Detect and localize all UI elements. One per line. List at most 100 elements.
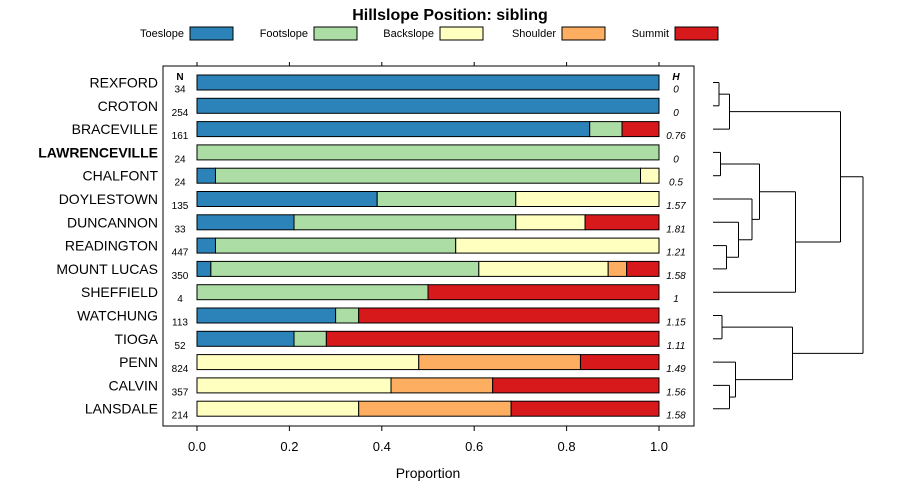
x-axis: 0.0 0.2 0.4 0.6 0.8 1.0: [188, 426, 668, 454]
bar-segment-toeslope: [196, 237, 216, 254]
h-label: 1.21: [666, 248, 685, 259]
bar-segment-summit: [579, 354, 660, 371]
n-label: 350: [172, 271, 189, 282]
bar-segment-footslope: [196, 284, 429, 301]
h-label: 1.11: [667, 341, 686, 352]
n-label: 24: [174, 154, 186, 165]
bar-segment-toeslope: [196, 97, 660, 114]
h-label: 0.76: [666, 131, 686, 142]
bar-segment-shoulder: [358, 400, 512, 417]
bar-row-readington: READINGTON 447 1.21: [65, 237, 686, 259]
bar-row-duncannon: DUNCANNON 33 1.81: [67, 214, 686, 235]
h-label: 0.5: [669, 178, 683, 189]
n-label: 4: [177, 294, 183, 305]
bar-row-croton: CROTON 254 0: [98, 97, 679, 119]
bar-segment-backslope: [478, 260, 609, 277]
legend: Toeslope Footslope Backslope Shoulder Summit: [140, 26, 719, 41]
x-tick-label: 0.0: [188, 439, 206, 454]
legend-label-backslope: Backslope: [383, 28, 434, 40]
bar-segment-shoulder: [607, 260, 628, 277]
category-label: SHEFFIELD: [81, 284, 158, 300]
legend-swatch-toeslope: [189, 26, 234, 41]
bar-segment-summit: [325, 330, 660, 347]
dendrogram: [713, 82, 864, 410]
n-label: 214: [172, 411, 189, 422]
legend-label-shoulder: Shoulder: [512, 28, 556, 40]
n-label: 135: [172, 201, 189, 212]
bar-segment-backslope: [515, 191, 660, 207]
category-label: TIOGA: [114, 331, 158, 347]
bar-segment-summit: [358, 307, 660, 324]
bar-row-doylestown: DOYLESTOWN 135 1.57: [59, 191, 686, 212]
category-label: DOYLESTOWN: [59, 191, 158, 207]
n-label: 447: [172, 248, 189, 259]
bar-segment-footslope: [210, 260, 480, 277]
bar-segment-footslope: [335, 307, 360, 324]
legend-swatch-backslope: [439, 26, 484, 41]
category-label: LANSDALE: [85, 401, 158, 417]
bar-segment-footslope: [214, 237, 457, 254]
bar-row-watchung: WATCHUNG 113 1.15: [77, 307, 686, 329]
bar-segment-toeslope: [196, 307, 337, 324]
bar-segment-footslope: [589, 121, 623, 138]
bar-segment-backslope: [196, 400, 360, 417]
bar-row-mount-lucas: MOUNT LUCAS 350 1.58: [56, 260, 686, 282]
h-column-header: H: [672, 72, 680, 83]
category-label: BRACEVILLE: [72, 121, 158, 137]
bar-segment-summit: [621, 121, 660, 138]
category-label: READINGTON: [65, 238, 158, 254]
legend-swatch-summit: [674, 26, 719, 41]
h-label: 1.58: [666, 271, 686, 282]
h-label: 1.58: [666, 411, 686, 422]
bar-segment-summit: [427, 284, 660, 301]
legend-swatch-shoulder: [561, 26, 606, 41]
bar-segment-toeslope: [196, 74, 660, 91]
bar-segment-toeslope: [196, 191, 378, 207]
bar-segment-summit: [492, 377, 660, 394]
bar-segment-toeslope: [196, 330, 295, 347]
category-label: CROTON: [98, 98, 158, 114]
bar-segment-footslope: [196, 144, 660, 161]
bar-segment-shoulder: [390, 377, 494, 394]
category-label: LAWRENCEVILLE: [38, 144, 158, 160]
x-tick-label: 0.6: [465, 439, 483, 454]
bar-row-rexford: REXFORD 34 0: [90, 74, 679, 96]
h-label: 1.49: [666, 364, 686, 375]
bar-row-chalfont: CHALFONT 24 0.5: [83, 167, 683, 189]
bar-row-lawrenceville: LAWRENCEVILLE 24 0: [38, 144, 679, 165]
bar-segment-footslope: [376, 191, 517, 207]
x-axis-title: Proportion: [396, 465, 461, 481]
n-label: 161: [172, 131, 189, 142]
x-tick-label: 0.4: [373, 439, 391, 454]
chart-title: Hillslope Position: sibling: [352, 7, 548, 24]
category-label: DUNCANNON: [67, 214, 158, 230]
legend-swatch-footslope: [313, 26, 358, 41]
category-label: CHALFONT: [83, 168, 159, 184]
x-tick-label: 0.8: [558, 439, 576, 454]
n-label: 33: [174, 224, 186, 235]
bar-row-penn: PENN 824 1.49: [119, 354, 686, 375]
bar-segment-footslope: [293, 214, 517, 231]
n-label: 52: [174, 341, 186, 352]
bar-rows: REXFORD 34 0 CROTON 254 0 BRACEVILLE 161 0.76 LAW…: [38, 74, 686, 422]
x-tick-label: 0.2: [280, 439, 298, 454]
n-label: 824: [172, 364, 189, 375]
h-label: 1: [673, 294, 679, 305]
bar-segment-backslope: [640, 167, 660, 184]
bar-segment-shoulder: [418, 354, 581, 371]
bar-segment-backslope: [455, 237, 660, 254]
n-label: 113: [172, 318, 188, 329]
bar-segment-backslope: [515, 214, 586, 231]
bar-row-sheffield: SHEFFIELD 4 1: [81, 284, 679, 305]
bar-segment-backslope: [196, 354, 420, 371]
category-label: WATCHUNG: [77, 308, 158, 324]
bar-segment-toeslope: [196, 167, 216, 184]
h-label: 1.56: [666, 387, 686, 398]
bar-segment-summit: [626, 260, 660, 277]
h-label: 0: [673, 108, 679, 119]
h-label: 0: [673, 154, 679, 165]
bar-segment-toeslope: [196, 260, 212, 277]
n-label: 24: [174, 178, 186, 189]
bar-row-lansdale: LANSDALE 214 1.58: [85, 400, 686, 422]
